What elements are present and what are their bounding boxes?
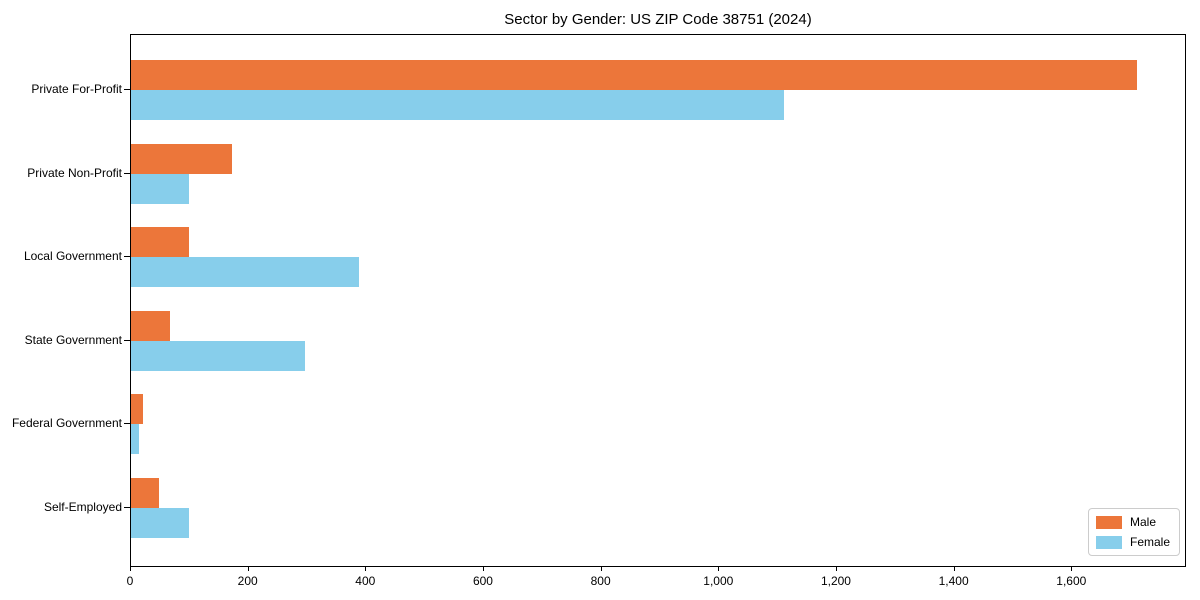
x-tick-label: 1,400 bbox=[938, 574, 969, 588]
legend-label: Male bbox=[1129, 515, 1156, 529]
x-tick-label: 1,600 bbox=[1056, 574, 1087, 588]
x-tick-label: 400 bbox=[355, 574, 376, 588]
bar-female-0 bbox=[131, 90, 784, 120]
x-tick-mark bbox=[482, 567, 484, 571]
plot-area: Male Female bbox=[130, 34, 1186, 567]
legend-patch-male bbox=[1095, 515, 1122, 529]
bar-female-1 bbox=[131, 173, 189, 204]
y-tick-label: Local Government bbox=[23, 249, 122, 264]
y-tick-mark bbox=[124, 507, 130, 508]
y-tick-mark bbox=[124, 89, 130, 90]
x-tick-mark bbox=[600, 567, 602, 571]
bar-male-3 bbox=[131, 310, 170, 341]
y-tick-mark bbox=[124, 172, 130, 174]
x-tick-mark bbox=[1071, 567, 1073, 571]
x-tick-mark bbox=[365, 567, 367, 571]
legend: Male Female bbox=[1087, 508, 1180, 556]
x-tick-label: 1,200 bbox=[820, 574, 851, 588]
chart-title: Sector by Gender: US ZIP Code 38751 (202… bbox=[504, 11, 812, 28]
x-tick-label: 0 bbox=[126, 574, 134, 588]
bar-female-3 bbox=[131, 340, 305, 371]
x-tick-mark bbox=[130, 567, 131, 571]
bar-female-2 bbox=[131, 257, 359, 288]
bar-female-4 bbox=[131, 424, 139, 455]
bar-male-1 bbox=[131, 143, 232, 174]
y-tick-label: Private Non-Profit bbox=[27, 165, 122, 180]
legend-label: Female bbox=[1129, 535, 1170, 549]
y-tick-label: Self-Employed bbox=[43, 500, 122, 514]
bar-male-0 bbox=[131, 60, 1137, 90]
y-tick-mark bbox=[124, 423, 130, 425]
legend-item-female: Female bbox=[1095, 535, 1170, 549]
x-tick-label: 1,000 bbox=[703, 574, 734, 588]
y-tick-label: Federal Government bbox=[11, 416, 122, 431]
x-tick-label: 800 bbox=[590, 574, 611, 588]
x-tick-label: 600 bbox=[472, 574, 493, 588]
y-tick-mark bbox=[124, 256, 130, 258]
y-tick-label: Private For-Profit bbox=[31, 82, 122, 96]
legend-patch-female bbox=[1095, 535, 1122, 549]
x-tick-label: 200 bbox=[237, 574, 258, 588]
x-tick-mark bbox=[718, 567, 720, 571]
legend-item-male: Male bbox=[1095, 515, 1170, 529]
x-tick-mark bbox=[953, 567, 955, 571]
bar-male-4 bbox=[131, 394, 143, 425]
x-tick-mark bbox=[247, 567, 249, 571]
y-tick-mark bbox=[124, 339, 130, 341]
bar-male-5 bbox=[131, 478, 159, 508]
bar-male-2 bbox=[131, 227, 189, 258]
bar-female-5 bbox=[131, 508, 189, 538]
x-tick-mark bbox=[835, 567, 837, 571]
y-tick-label: State Government bbox=[24, 332, 122, 347]
